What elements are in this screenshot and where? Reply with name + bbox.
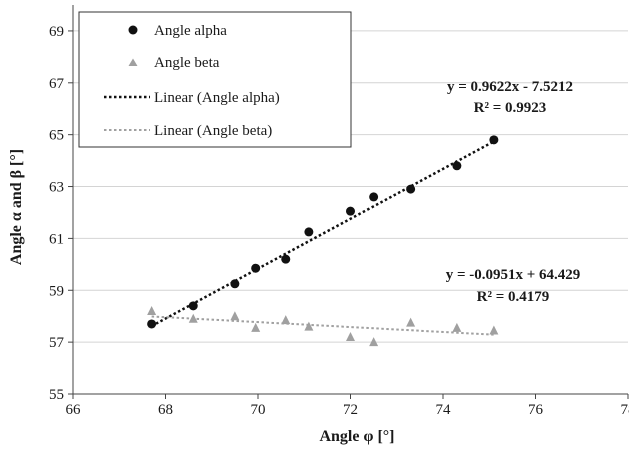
x-axis-title: Angle φ [°] xyxy=(319,428,394,445)
point-alpha-0 xyxy=(147,319,157,329)
y-tick-label-65: 65 xyxy=(49,128,64,144)
alpha-trend-equation: y = 0.9622x - 7.5212 xyxy=(447,79,573,95)
beta-trend-equation: y = -0.0951x + 64.429 xyxy=(446,267,581,283)
point-beta-1 xyxy=(188,313,198,323)
legend-label-beta-trend: Linear (Angle beta) xyxy=(154,123,272,139)
point-alpha-5 xyxy=(304,227,314,237)
legend-box xyxy=(78,11,352,148)
alpha-trend-r2: R² = 0.9923 xyxy=(474,100,547,116)
x-tick-label-72: 72 xyxy=(343,402,358,418)
legend-label-alpha-trend: Linear (Angle alpha) xyxy=(154,90,280,106)
point-alpha-8 xyxy=(406,184,416,194)
trendline-alpha xyxy=(151,140,495,328)
point-beta-10 xyxy=(489,325,499,335)
legend-label-alpha: Angle alpha xyxy=(154,23,227,39)
point-alpha-10 xyxy=(489,135,499,145)
legend-marker-beta xyxy=(128,58,138,66)
y-tick-label-61: 61 xyxy=(49,231,64,247)
legend: Angle alpha Angle beta Linear (Angle alp… xyxy=(78,11,352,148)
data-points xyxy=(147,135,499,347)
point-alpha-9 xyxy=(452,161,462,171)
legend-marker-alpha xyxy=(128,25,138,35)
point-alpha-1 xyxy=(188,301,198,311)
y-axis-ticks: 55 57 59 61 63 65 67 69 xyxy=(49,24,73,403)
x-tick-label-66: 66 xyxy=(66,402,82,418)
beta-trend-r2: R² = 0.4179 xyxy=(477,289,550,305)
x-tick-label-76: 76 xyxy=(528,402,544,418)
legend-label-beta: Angle beta xyxy=(154,55,220,71)
y-tick-label-69: 69 xyxy=(49,24,64,40)
x-axis-ticks: 66 68 70 72 74 76 78 xyxy=(66,394,629,418)
point-alpha-4 xyxy=(281,254,291,264)
point-alpha-3 xyxy=(251,263,261,273)
point-alpha-2 xyxy=(230,279,240,289)
point-beta-4 xyxy=(281,315,291,325)
point-beta-6 xyxy=(346,331,355,341)
point-beta-9 xyxy=(452,322,462,332)
point-beta-5 xyxy=(304,321,314,331)
x-tick-label-70: 70 xyxy=(251,402,266,418)
trendline-beta xyxy=(151,315,494,336)
trendlines xyxy=(151,140,495,336)
point-beta-7 xyxy=(369,337,379,347)
y-tick-label-67: 67 xyxy=(49,76,65,92)
y-tick-label-55: 55 xyxy=(49,387,64,403)
y-tick-label-59: 59 xyxy=(49,283,64,299)
point-beta-3 xyxy=(251,322,261,332)
x-tick-label-78: 78 xyxy=(621,402,629,418)
point-beta-2 xyxy=(230,311,240,321)
x-tick-label-68: 68 xyxy=(158,402,173,418)
point-beta-0 xyxy=(147,306,157,316)
y-tick-label-57: 57 xyxy=(49,335,65,351)
x-tick-label-74: 74 xyxy=(436,402,452,418)
y-tick-label-63: 63 xyxy=(49,180,64,196)
point-alpha-6 xyxy=(346,206,355,216)
point-beta-8 xyxy=(406,317,416,327)
point-alpha-7 xyxy=(369,192,379,202)
y-axis-title: Angle α and β [°] xyxy=(8,149,25,265)
